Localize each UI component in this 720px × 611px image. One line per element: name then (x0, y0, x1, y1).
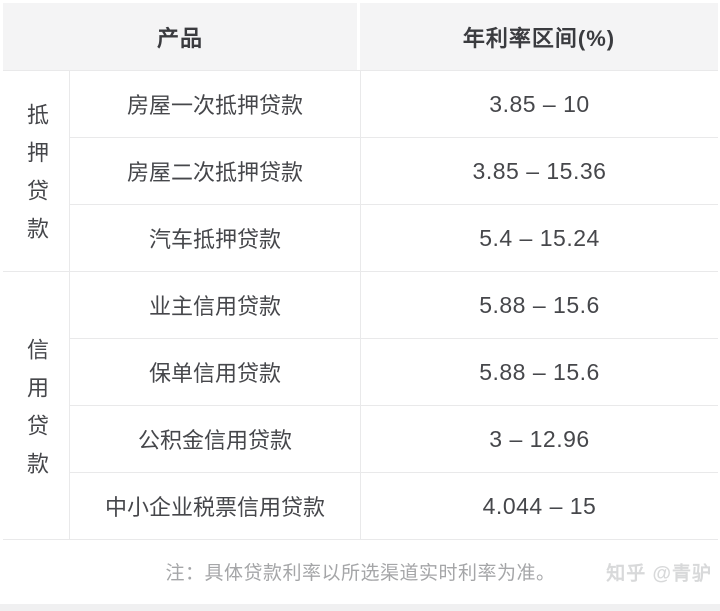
rate-cell-homeowner-credit: 5.88 – 15.6 (360, 271, 718, 338)
header-rate-range: 年利率区间(%) (360, 3, 718, 70)
product-cell-house-first-mortgage: 房屋一次抵押贷款 (70, 70, 360, 137)
bottom-edge-band (0, 604, 720, 611)
product-cell-policy-credit: 保单信用贷款 (70, 338, 360, 405)
rate-cell-car-mortgage: 5.4 – 15.24 (360, 204, 718, 271)
loan-rate-table: 产品 年利率区间(%) 抵押贷款 信用贷款 房屋一次抵押贷款 3.85 – 10… (3, 3, 718, 603)
footnote-text: 注：具体贷款利率以所选渠道实时利率为准。 (165, 563, 556, 584)
rate-cell-house-first-mortgage: 3.85 – 10 (360, 70, 718, 137)
row-group-mortgage-loans: 抵押贷款 (3, 70, 70, 271)
product-cell-homeowner-credit: 业主信用贷款 (70, 271, 360, 338)
product-cell-house-second-mortgage: 房屋二次抵押贷款 (70, 137, 360, 204)
rate-cell-house-second-mortgage: 3.85 – 15.36 (360, 137, 718, 204)
rate-cell-sme-tax-invoice-credit: 4.044 – 15 (360, 472, 718, 539)
table-footnote-row: 注：具体贷款利率以所选渠道实时利率为准。 知乎 @青驴 (3, 539, 718, 603)
rate-cell-provident-fund-credit: 3 – 12.96 (360, 405, 718, 472)
row-group-credit-loans: 信用贷款 (3, 271, 70, 539)
product-cell-provident-fund-credit: 公积金信用贷款 (70, 405, 360, 472)
rate-cell-policy-credit: 5.88 – 15.6 (360, 338, 718, 405)
product-cell-car-mortgage: 汽车抵押贷款 (70, 204, 360, 271)
group-label-mortgage: 抵押贷款 (24, 103, 49, 255)
product-cell-sme-tax-invoice-credit: 中小企业税票信用贷款 (70, 472, 360, 539)
group-label-credit: 信用贷款 (24, 337, 49, 490)
zhihu-watermark: 知乎 @青驴 (606, 563, 712, 584)
header-product: 产品 (3, 3, 360, 70)
